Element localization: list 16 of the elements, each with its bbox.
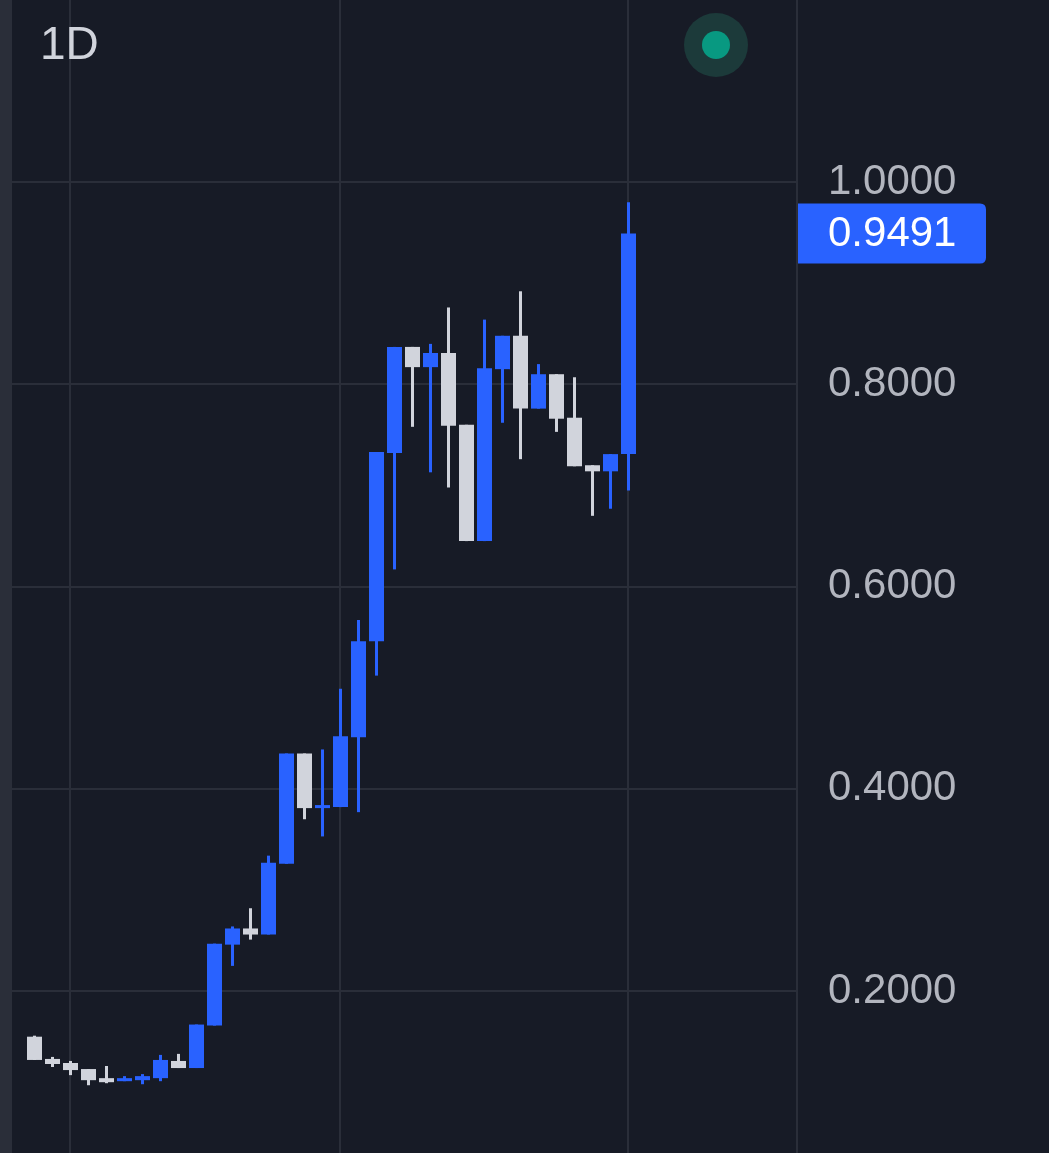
y-tick-label: 0.4000 <box>828 762 957 810</box>
candlestick <box>405 345 420 427</box>
y-tick-label: 0.6000 <box>828 560 957 608</box>
y-tick-label: 0.2000 <box>828 964 957 1012</box>
candlestick <box>27 1035 42 1060</box>
candlestick <box>225 926 240 966</box>
candlestick <box>315 749 330 837</box>
y-tick-label: 0.8000 <box>828 357 957 405</box>
chart-title: 1D <box>40 17 99 69</box>
candlestick <box>585 465 600 516</box>
candlestick <box>603 454 618 509</box>
y-tick-label: 1.0000 <box>828 155 957 203</box>
text: 0.9491 <box>828 208 957 256</box>
candlestick <box>423 342 438 473</box>
candlestick <box>153 1053 168 1083</box>
candlestick <box>243 908 258 940</box>
